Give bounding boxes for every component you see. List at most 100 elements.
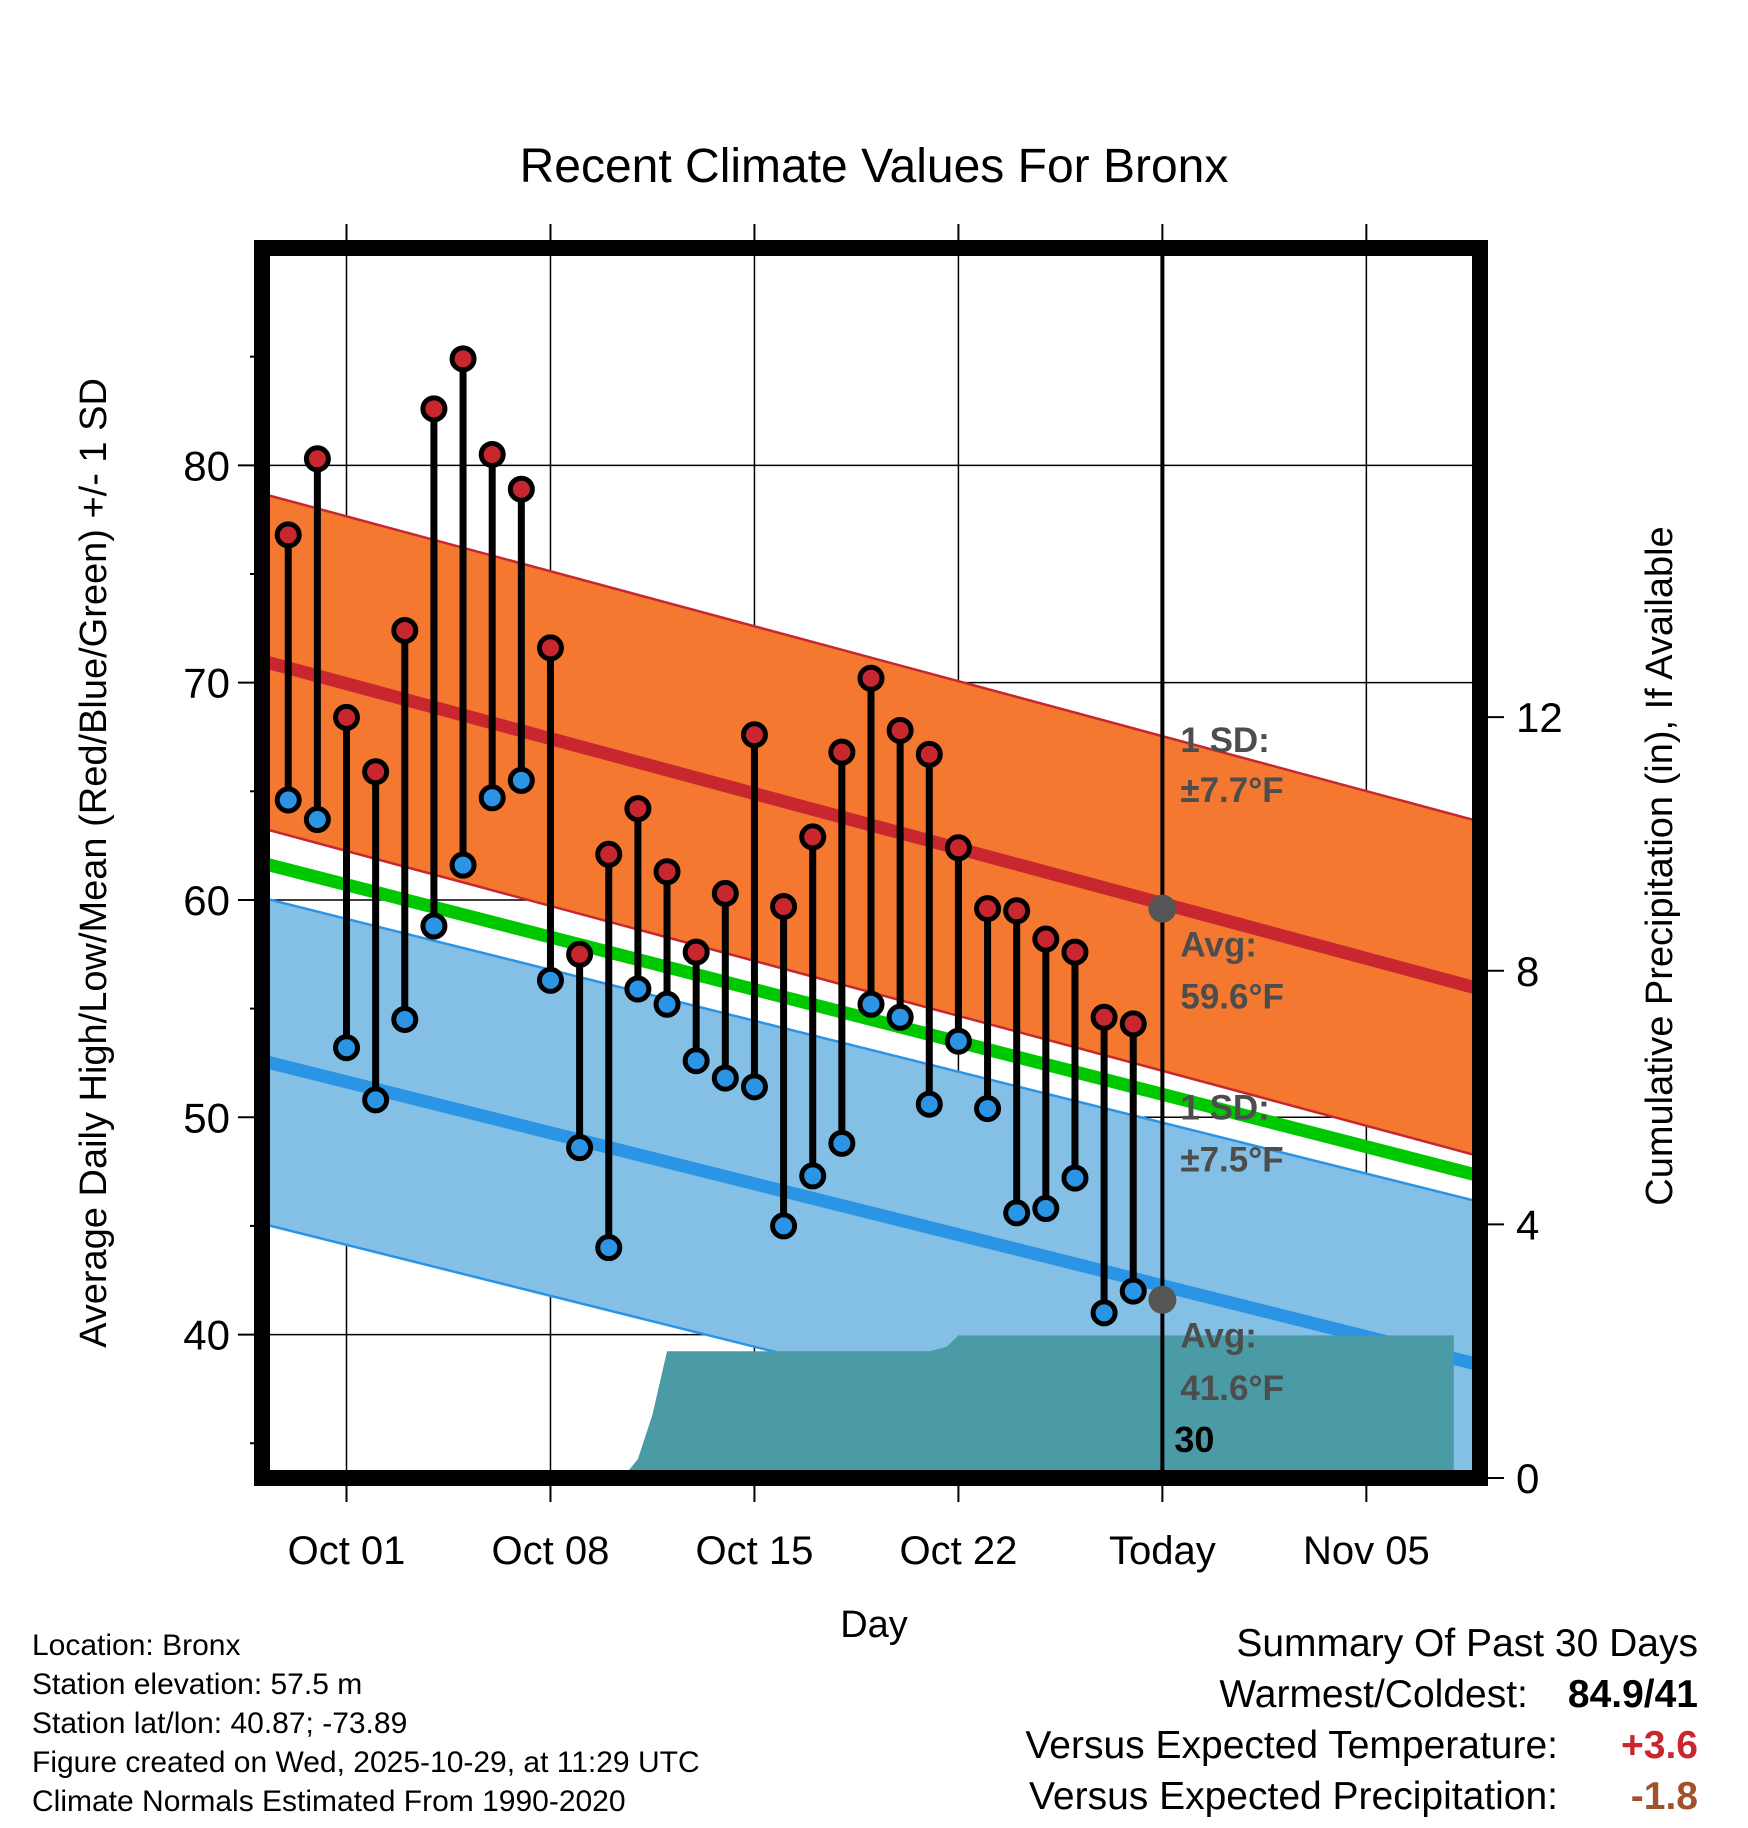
low-point	[420, 912, 448, 940]
summary-panel: Summary Of Past 30 Days Warmest/Coldest:…	[1025, 1618, 1698, 1822]
warmest-label: Warmest/Coldest:	[1219, 1673, 1528, 1716]
y2-tick-label: 12	[1516, 694, 1563, 741]
plot-frame	[254, 240, 1488, 1486]
today-low-avg-marker	[1148, 1285, 1177, 1314]
location-text: Location: Bronx	[32, 1629, 241, 1662]
high-point	[799, 823, 827, 851]
low-point	[391, 1005, 419, 1033]
high-point	[420, 395, 448, 423]
high-avg-value: 59.6°F	[1180, 978, 1284, 1017]
low-sd-value: ±7.5°F	[1180, 1141, 1283, 1180]
y-tick-label: 40	[183, 1312, 230, 1359]
low-point	[1090, 1299, 1118, 1327]
y-tick-label: 50	[183, 1094, 230, 1141]
low-point	[711, 1064, 739, 1092]
low-point	[536, 966, 564, 994]
high-point	[333, 703, 361, 731]
low-point	[915, 1090, 943, 1118]
high-point	[1090, 1003, 1118, 1031]
low-point	[799, 1162, 827, 1190]
low-point	[828, 1129, 856, 1157]
normals-text: Climate Normals Estimated From 1990-2020	[32, 1785, 626, 1818]
high-point	[740, 721, 768, 749]
low-point	[974, 1095, 1002, 1123]
high-point	[944, 834, 972, 862]
days-label-number: 30	[1174, 1419, 1214, 1460]
elevation-text: Station elevation: 57.5 m	[32, 1668, 363, 1701]
precip-value: -1.8	[1630, 1775, 1698, 1818]
high-point	[915, 740, 943, 768]
high-point	[536, 634, 564, 662]
x-tick-label: Oct 15	[696, 1529, 814, 1573]
summary-warmest-row: Warmest/Coldest: 84.9/41	[1025, 1669, 1698, 1720]
high-point	[1003, 897, 1031, 925]
high-point	[1119, 1010, 1147, 1038]
low-point	[1003, 1199, 1031, 1227]
warmest-value: 84.9/41	[1567, 1673, 1698, 1716]
high-point	[886, 716, 914, 744]
station-info: Location: Bronx Station elevation: 57.5 …	[32, 1626, 700, 1821]
high-point	[507, 475, 535, 503]
low-point	[624, 975, 652, 1003]
low-sd-band	[262, 897, 1480, 1478]
low-sd-label: 1 SD:	[1180, 1088, 1269, 1127]
high-point	[391, 616, 419, 644]
high-point	[449, 345, 477, 373]
x-tick-label: Today	[1109, 1529, 1216, 1573]
high-point	[1061, 938, 1089, 966]
low-point	[770, 1212, 798, 1240]
high-point	[711, 879, 739, 907]
high-point	[595, 840, 623, 868]
low-point	[944, 1027, 972, 1055]
x-tick-label: Oct 01	[288, 1529, 406, 1573]
y2-tick-label: 8	[1516, 948, 1539, 995]
high-point	[478, 440, 506, 468]
summary-precip-row: Versus Expected Precipitation: -1.8	[1025, 1771, 1698, 1822]
latlon-text: Station lat/lon: 40.87; -73.89	[32, 1707, 408, 1740]
low-point	[333, 1034, 361, 1062]
low-point	[653, 990, 681, 1018]
low-point	[478, 784, 506, 812]
low-point	[1119, 1277, 1147, 1305]
low-point	[449, 851, 477, 879]
created-text: Figure created on Wed, 2025-10-29, at 11…	[32, 1746, 700, 1779]
low-sd-band-upper-edge	[262, 896, 1480, 1204]
high-point	[566, 940, 594, 968]
today-high-avg-marker	[1148, 894, 1177, 923]
temp-label: Versus Expected Temperature:	[1025, 1724, 1558, 1767]
low-point	[857, 990, 885, 1018]
summary-temp-row: Versus Expected Temperature: +3.6	[1025, 1720, 1698, 1771]
low-point	[507, 766, 535, 794]
low-point	[740, 1073, 768, 1101]
x-tick-label: Oct 22	[899, 1529, 1017, 1573]
high-point	[624, 795, 652, 823]
precip-area	[550, 1335, 1454, 1478]
low-point	[1032, 1195, 1060, 1223]
low-point	[682, 1047, 710, 1075]
high-point	[1032, 925, 1060, 953]
avg-low-line	[262, 1054, 1480, 1372]
y-tick-label: 70	[183, 660, 230, 707]
high-point	[303, 445, 331, 473]
high-point	[770, 892, 798, 920]
high-point	[362, 758, 390, 786]
summary-title: Summary Of Past 30 Days	[1236, 1622, 1698, 1665]
low-point	[274, 786, 302, 814]
chart-title: Recent Climate Values For Bronx	[520, 140, 1229, 193]
low-point	[362, 1086, 390, 1114]
precip-label: Versus Expected Precipitation:	[1029, 1775, 1558, 1818]
x-tick-label: Nov 05	[1303, 1529, 1430, 1573]
high-point	[828, 738, 856, 766]
low-point	[566, 1134, 594, 1162]
y-tick-label: 80	[183, 442, 230, 489]
high-point	[974, 895, 1002, 923]
high-sd-value: ±7.7°F	[1180, 771, 1283, 810]
high-point	[682, 938, 710, 966]
x-tick-label: Oct 08	[492, 1529, 610, 1573]
high-point	[857, 664, 885, 692]
y2-tick-label: 0	[1516, 1455, 1539, 1502]
temp-value: +3.6	[1621, 1724, 1698, 1767]
low-point	[886, 1003, 914, 1031]
avg-mean-line	[262, 856, 1480, 1183]
